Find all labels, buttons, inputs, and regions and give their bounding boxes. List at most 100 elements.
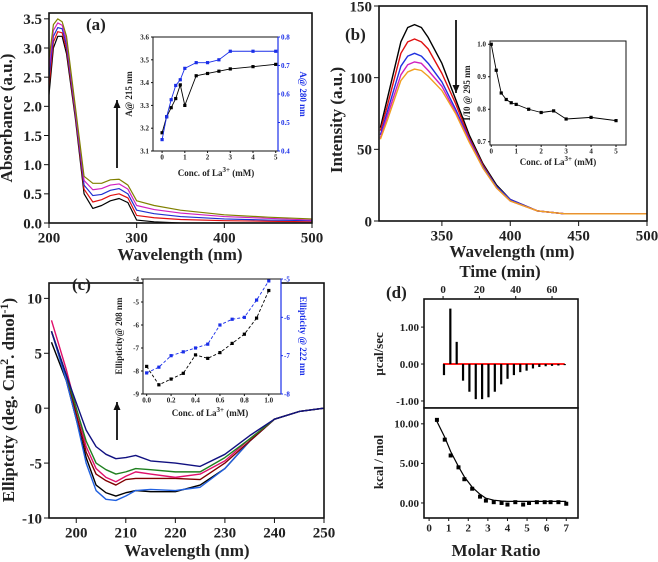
data-point — [499, 500, 504, 505]
x-tick-label: 230 — [214, 525, 237, 541]
data-point — [145, 364, 149, 368]
panel-d-bottom-ylabel: kcal / mol — [371, 435, 386, 490]
y-tick-label: 3.3 — [140, 102, 149, 110]
arrow-down-icon — [452, 20, 460, 93]
data-point — [534, 500, 539, 505]
panel-a-ylabel: Absorbance (a.u.) — [0, 54, 16, 183]
x-tick-label: 4 — [505, 522, 511, 534]
series-group — [145, 279, 271, 387]
series-line-1 — [49, 31, 312, 223]
data-point — [267, 288, 271, 293]
data-point — [218, 351, 222, 355]
data-point — [174, 96, 178, 101]
data-point — [254, 316, 259, 320]
data-point — [169, 377, 173, 381]
data-point — [548, 500, 553, 505]
data-point — [614, 119, 618, 123]
data-point — [462, 477, 467, 482]
data-point — [181, 350, 185, 354]
y2-tick-label: 0.4 — [281, 147, 290, 155]
plot-area — [424, 408, 578, 518]
y-tick-label: 3.5 — [140, 56, 149, 64]
data-point — [539, 110, 543, 115]
y-tick-label: 0.0 — [23, 216, 42, 232]
data-point — [181, 371, 185, 375]
data-point — [242, 332, 246, 336]
y2-tick-label: 0.6 — [281, 90, 290, 98]
data-point — [218, 323, 222, 327]
y-tick-label: 1.0 — [23, 158, 42, 174]
data-point — [442, 437, 447, 442]
data-point — [589, 115, 593, 119]
data-point — [274, 49, 278, 53]
y-tick-label: 150 — [350, 0, 373, 15]
x-tick-label: 0.0 — [142, 397, 151, 405]
data-point — [193, 346, 198, 350]
x-tick-label: 1 — [514, 148, 518, 156]
x-tick-label: 240 — [263, 525, 286, 541]
x-tick-label: 0.2 — [167, 397, 176, 405]
data-point — [205, 71, 210, 76]
data-point — [267, 279, 271, 283]
y-tick-label: 50 — [357, 143, 372, 159]
x-tick-label: 0 — [426, 522, 432, 534]
data-point — [178, 78, 182, 82]
x-tick-label: 300 — [125, 230, 148, 246]
y-tick-label: 3.0 — [23, 41, 42, 57]
series-line-1 — [436, 421, 567, 502]
y-tick-label: 5 — [35, 347, 43, 363]
data-point — [194, 61, 198, 65]
y-tick-label: 2.0 — [23, 100, 42, 116]
y-tick-label: -1.00 — [396, 396, 419, 408]
data-point — [145, 371, 149, 375]
panel-b-xlabel: Wavelength (nm) — [449, 242, 574, 261]
panel-d-xlabel: Molar Ratio — [452, 541, 541, 560]
inset-a-ylabel: A@ 215 nm — [124, 71, 134, 117]
series-group — [434, 417, 569, 507]
inset-c-y2label: Ellipticity @ 222 nm — [298, 296, 308, 376]
y-tick-label: 1.00 — [400, 322, 420, 334]
y-tick-label: -7 — [133, 344, 139, 352]
data-point — [242, 315, 246, 319]
y-tick-label: 1.0 — [477, 41, 486, 49]
x-tick-label: 400 — [213, 230, 236, 246]
x-tick-label: 400 — [499, 228, 522, 244]
panel-a-xlabel: Wavelength (nm) — [117, 245, 242, 264]
data-point — [491, 500, 496, 505]
x-tick-label: 3 — [564, 148, 568, 156]
inset-c-ylabel: Ellipticity@ 208 nm — [114, 297, 124, 374]
chart-d_top: 0 20 40 60 -1.00 0.00 1.00 — [396, 284, 579, 409]
data-point — [183, 66, 187, 70]
data-point — [542, 500, 547, 505]
x-tick-label: 2 — [206, 154, 210, 162]
x-tick-label: 500 — [301, 230, 324, 246]
data-point — [217, 69, 221, 73]
plot-frame — [48, 12, 313, 224]
y-tick-label: 10.00 — [394, 419, 419, 431]
x-tick-label: 20 — [474, 284, 486, 296]
x-tick-label: 200 — [65, 525, 88, 541]
x-tick-label: 250 — [313, 525, 336, 541]
arrow-head — [113, 100, 121, 108]
x-tick-label: 0.8 — [240, 397, 249, 405]
data-point — [251, 49, 255, 53]
x-tick-label: 450 — [567, 228, 590, 244]
y-tick-label: 0 — [35, 401, 43, 417]
plot-frame — [378, 5, 648, 222]
data-point — [254, 298, 259, 302]
y-tick-label: 3.4 — [140, 79, 149, 87]
y-tick-label: 1.5 — [23, 129, 42, 145]
y2-tick-label: -8 — [284, 390, 290, 398]
panel-d-label: (d) — [386, 283, 407, 302]
data-point — [527, 107, 531, 111]
data-point — [521, 502, 526, 507]
panel-d-time-label: Time (min) — [459, 262, 540, 281]
data-point — [490, 42, 493, 46]
arrow-up-icon — [113, 100, 121, 168]
x-tick-label: 500 — [636, 228, 658, 244]
chart-d_bottom: 0 1 2 3 4 5 6 7 0.00 5.00 10.00 — [394, 407, 579, 534]
y-tick-label: 0.00 — [400, 359, 420, 371]
data-point — [193, 353, 198, 357]
data-point — [499, 91, 503, 95]
